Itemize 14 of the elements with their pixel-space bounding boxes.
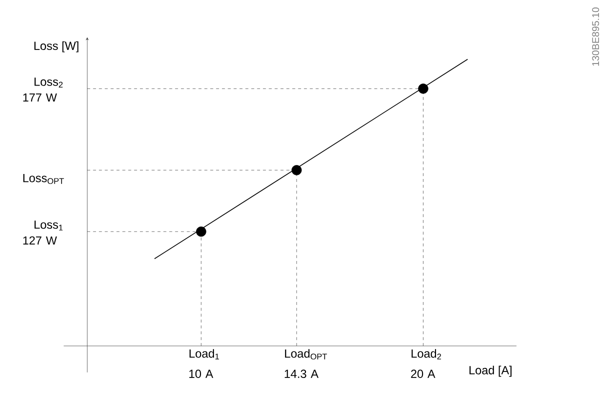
annotation: Load$_{2}$: [412, 349, 441, 360]
y-tick-label: Loss$_{OPT}$: [23, 174, 64, 184]
x-tick-label: 20 A: [411, 370, 436, 378]
annotation: Loss$_{2}$: [34, 78, 63, 88]
x-axis-title: Load [A]: [470, 366, 512, 377]
annotation: Load$_{1}$: [190, 349, 219, 360]
x-tick-label: 14.3 A: [284, 370, 319, 378]
y-tick-label: 177 W: [23, 94, 57, 102]
x-tick-label: 10 A: [189, 370, 214, 378]
y-tick-label: 127 W: [23, 236, 57, 245]
annotation: Load$_{OPT}$: [285, 349, 327, 360]
annotation: Loss$_{1}$: [34, 220, 63, 231]
text: 130BE895.10: [592, 8, 600, 66]
y-axis-title: Loss [W]: [34, 41, 78, 52]
